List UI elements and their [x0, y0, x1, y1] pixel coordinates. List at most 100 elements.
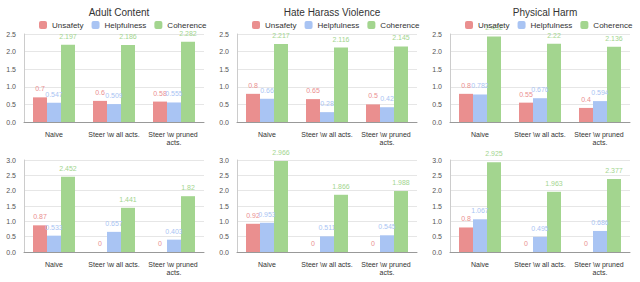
svg-text:2.22: 2.22 [547, 32, 561, 39]
svg-text:0: 0 [158, 240, 162, 247]
svg-text:acts.: acts. [380, 139, 395, 146]
svg-text:0.4: 0.4 [581, 96, 591, 103]
svg-text:1.441: 1.441 [119, 196, 137, 203]
svg-text:Steer \w all acts.: Steer \w all acts. [301, 261, 352, 268]
svg-text:0.28: 0.28 [320, 100, 334, 107]
svg-text:0.511: 0.511 [319, 224, 336, 231]
svg-text:0: 0 [584, 240, 588, 247]
svg-text:Steer \w all acts.: Steer \w all acts. [88, 261, 139, 268]
svg-text:0.0: 0.0 [219, 249, 229, 256]
svg-text:2.452: 2.452 [59, 165, 77, 172]
svg-text:acts.: acts. [380, 269, 395, 276]
svg-text:Steer \w all acts.: Steer \w all acts. [301, 131, 352, 138]
svg-text:0.5: 0.5 [6, 101, 16, 108]
svg-text:0.495: 0.495 [531, 225, 549, 232]
svg-text:0.5: 0.5 [368, 92, 378, 99]
svg-text:0.8: 0.8 [461, 215, 471, 222]
svg-text:0.0: 0.0 [432, 119, 442, 126]
svg-text:1.5: 1.5 [219, 66, 229, 73]
svg-text:Helpfulness: Helpfulness [531, 21, 573, 30]
svg-text:2.5: 2.5 [432, 172, 442, 179]
svg-text:Steer \w pruned: Steer \w pruned [574, 261, 625, 269]
svg-text:0.555: 0.555 [165, 90, 183, 97]
svg-text:2.197: 2.197 [59, 33, 77, 40]
svg-text:2.145: 2.145 [392, 34, 410, 41]
svg-text:2.0: 2.0 [219, 187, 229, 194]
svg-text:0.87: 0.87 [33, 213, 47, 220]
svg-text:3.0: 3.0 [432, 157, 442, 164]
svg-text:2.5: 2.5 [219, 31, 229, 38]
svg-text:0.509: 0.509 [105, 92, 123, 99]
svg-text:0.545: 0.545 [378, 223, 396, 230]
svg-text:acts.: acts. [167, 139, 182, 146]
svg-text:0.657: 0.657 [105, 220, 123, 227]
svg-text:0.5: 0.5 [432, 233, 442, 240]
svg-text:0.0: 0.0 [6, 119, 16, 126]
svg-text:Steer \w all acts.: Steer \w all acts. [514, 131, 565, 138]
svg-text:Physical Harm: Physical Harm [513, 7, 577, 18]
svg-text:Helpfulness: Helpfulness [105, 21, 147, 30]
svg-text:2.0: 2.0 [432, 48, 442, 55]
svg-text:1.0: 1.0 [219, 83, 229, 90]
svg-text:1.0: 1.0 [432, 83, 442, 90]
svg-text:0: 0 [98, 240, 102, 247]
svg-text:2.282: 2.282 [179, 30, 197, 37]
svg-text:2.5: 2.5 [219, 172, 229, 179]
svg-text:0.5: 0.5 [6, 233, 16, 240]
svg-text:Steer \w pruned: Steer \w pruned [361, 131, 412, 139]
svg-text:0.0: 0.0 [6, 249, 16, 256]
svg-text:Naive: Naive [258, 131, 276, 138]
svg-text:0.7: 0.7 [35, 85, 45, 92]
svg-text:2.217: 2.217 [272, 32, 290, 39]
svg-text:Adult Content: Adult Content [89, 7, 150, 18]
svg-text:Steer \w pruned: Steer \w pruned [361, 261, 412, 269]
svg-text:2.0: 2.0 [219, 48, 229, 55]
svg-text:0.65: 0.65 [306, 87, 320, 94]
svg-text:acts.: acts. [593, 139, 608, 146]
svg-text:0.403: 0.403 [165, 228, 183, 235]
svg-text:0.533: 0.533 [45, 224, 63, 231]
svg-text:Steer \w all acts.: Steer \w all acts. [88, 131, 139, 138]
svg-text:Naive: Naive [471, 131, 489, 138]
svg-text:0: 0 [524, 240, 528, 247]
svg-text:0.5: 0.5 [219, 101, 229, 108]
svg-text:0: 0 [311, 240, 315, 247]
svg-text:acts.: acts. [593, 269, 608, 276]
svg-text:2.0: 2.0 [6, 187, 16, 194]
svg-text:2.5: 2.5 [6, 31, 16, 38]
svg-text:Unsafety: Unsafety [478, 21, 510, 30]
svg-text:Unsafety: Unsafety [265, 21, 297, 30]
svg-text:acts.: acts. [167, 269, 182, 276]
svg-text:Coherence: Coherence [167, 21, 207, 30]
svg-text:2.377: 2.377 [605, 167, 623, 174]
svg-text:3.0: 3.0 [6, 157, 16, 164]
svg-text:0.8: 0.8 [248, 82, 258, 89]
svg-text:0.547: 0.547 [45, 91, 63, 98]
svg-text:1.0: 1.0 [6, 83, 16, 90]
svg-text:Naive: Naive [45, 261, 63, 268]
svg-text:Steer \w pruned: Steer \w pruned [148, 131, 199, 139]
svg-text:0: 0 [371, 240, 375, 247]
svg-text:0.782: 0.782 [471, 82, 489, 89]
svg-text:1.963: 1.963 [545, 180, 563, 187]
svg-text:2.925: 2.925 [485, 150, 503, 157]
svg-text:Steer \w all acts.: Steer \w all acts. [514, 261, 565, 268]
svg-text:0.42: 0.42 [380, 95, 394, 102]
svg-text:1.5: 1.5 [432, 203, 442, 210]
svg-text:2.966: 2.966 [272, 149, 290, 156]
svg-text:Steer \w pruned: Steer \w pruned [574, 131, 625, 139]
svg-text:0.686: 0.686 [591, 219, 609, 226]
svg-text:Coherence: Coherence [593, 21, 633, 30]
svg-text:0.953: 0.953 [258, 211, 276, 218]
svg-text:2.0: 2.0 [6, 48, 16, 55]
svg-text:1.82: 1.82 [181, 184, 195, 191]
svg-text:0.5: 0.5 [219, 233, 229, 240]
svg-text:2.136: 2.136 [605, 35, 623, 42]
svg-text:1.866: 1.866 [332, 183, 350, 190]
svg-text:Hate Harass Violence: Hate Harass Violence [284, 7, 381, 18]
svg-text:0.594: 0.594 [591, 89, 609, 96]
svg-text:0.8: 0.8 [461, 82, 471, 89]
svg-text:0.66: 0.66 [260, 87, 274, 94]
svg-text:1.5: 1.5 [432, 66, 442, 73]
svg-text:0.0: 0.0 [432, 249, 442, 256]
